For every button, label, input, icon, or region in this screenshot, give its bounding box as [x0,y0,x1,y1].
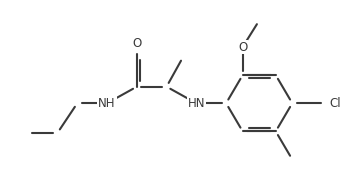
Text: O: O [238,40,247,53]
Text: O: O [238,40,247,53]
Text: Cl: Cl [329,97,341,110]
Text: HN: HN [187,97,205,110]
Text: O: O [132,37,142,50]
Text: NH: NH [98,97,116,110]
